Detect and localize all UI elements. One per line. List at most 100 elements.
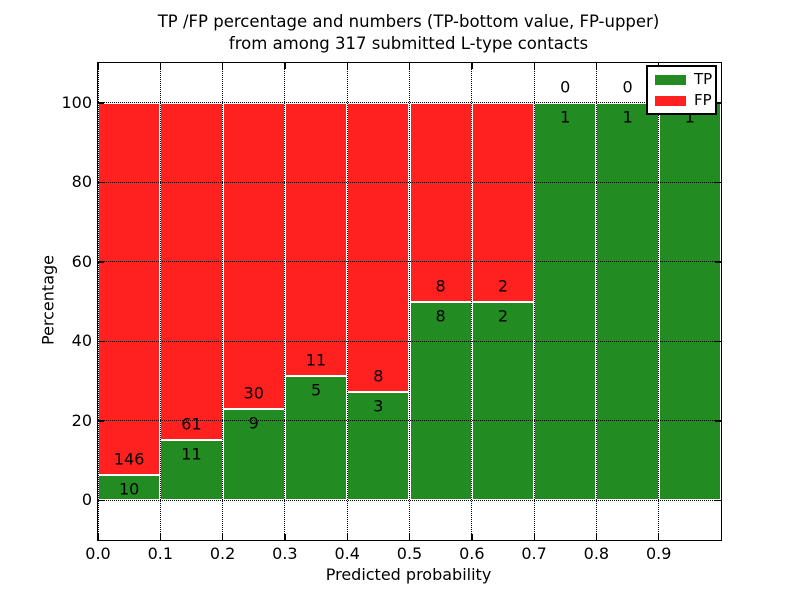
bar-segment-fp — [347, 102, 410, 392]
grid-line-x — [346, 63, 348, 540]
x-tick-label: 0.3 — [272, 544, 298, 563]
chart-title: TP /FP percentage and numbers (TP-bottom… — [97, 11, 720, 55]
tp-count-label: 5 — [310, 380, 322, 400]
chart-title-line2: from among 317 submitted L-type contacts — [228, 34, 589, 53]
x-tick-label: 0.2 — [209, 544, 236, 563]
bar-segment-tp — [471, 301, 535, 501]
y-tick-mark — [98, 261, 104, 263]
tp-count-label: 1 — [684, 107, 695, 127]
x-tick-mark — [284, 534, 286, 540]
y-tick-label: 0 — [81, 490, 92, 510]
x-tick-mark — [471, 534, 473, 540]
x-tick-mark — [97, 534, 99, 540]
bar-segment-tp — [658, 102, 721, 501]
y-tick-label: 60 — [71, 251, 92, 271]
tp-count-label: 3 — [373, 396, 384, 416]
fp-count-label: 0 — [560, 77, 571, 97]
legend: TP FP — [646, 65, 717, 115]
y-tick-label: 40 — [71, 331, 92, 351]
tp-count-label: 2 — [497, 306, 509, 325]
x-tick-mark — [159, 534, 162, 540]
y-tick-mark — [715, 102, 721, 104]
y-tick-mark — [715, 261, 721, 263]
bar-segment-fp — [160, 102, 223, 440]
grid-line-y — [98, 181, 721, 183]
x-tick-label: 0.1 — [147, 544, 174, 563]
y-tick-mark — [715, 340, 721, 343]
x-tick-mark — [595, 63, 598, 69]
bar-segment-tp — [596, 102, 659, 501]
y-tick-mark — [715, 420, 721, 422]
x-tick-mark — [159, 63, 162, 69]
tp-count-label: 8 — [435, 306, 446, 325]
grid-line-x — [658, 63, 660, 540]
x-tick-label: 0.8 — [583, 544, 610, 563]
bar-segment-fp — [222, 102, 285, 409]
bar-segment-fp — [284, 102, 348, 377]
y-tick-label: 80 — [71, 172, 92, 192]
x-tick-mark — [346, 63, 348, 69]
x-tick-label: 0.5 — [396, 544, 423, 563]
grid-line-y — [98, 420, 721, 422]
bar-segment-tp — [534, 102, 597, 501]
x-tick-label: 0.0 — [85, 544, 111, 563]
y-tick-label: 20 — [71, 410, 92, 430]
grid-line-y — [98, 499, 721, 501]
x-tick-mark — [409, 63, 411, 69]
fp-count-label: 2 — [497, 276, 509, 295]
fp-count-label: 8 — [373, 366, 384, 386]
legend-entry-fp: FP — [655, 93, 712, 108]
legend-swatch-fp — [655, 95, 686, 106]
fp-count-label: 30 — [243, 383, 264, 403]
x-tick-mark — [222, 63, 224, 69]
legend-label: FP — [694, 91, 712, 109]
fp-count-label: 11 — [305, 350, 327, 370]
bar-segment-tp — [222, 408, 285, 501]
grid-line-x — [97, 63, 99, 540]
legend-entry-tp: TP — [655, 72, 712, 87]
grid-line-x — [222, 63, 224, 540]
bar-segment-tp — [409, 301, 472, 501]
y-tick-mark — [98, 340, 104, 343]
y-tick-label: 100 — [61, 92, 92, 112]
grid-line-x — [284, 63, 286, 540]
tp-count-label: 11 — [181, 444, 202, 464]
fp-count-label: 61 — [181, 414, 202, 434]
y-tick-mark — [98, 181, 104, 184]
x-tick-mark — [222, 534, 224, 540]
y-tick-mark — [715, 499, 721, 502]
fp-count-label: 146 — [113, 449, 145, 469]
fp-count-label: 0 — [622, 77, 633, 97]
bar-segment-tp — [284, 376, 348, 501]
grid-line-x — [409, 63, 410, 540]
grid-line-x — [159, 63, 161, 540]
grid-line-x — [595, 63, 597, 540]
bar-segment-tp — [347, 391, 410, 501]
x-tick-mark — [658, 534, 660, 540]
x-tick-mark — [595, 534, 598, 540]
tp-count-label: 1 — [622, 107, 633, 127]
x-tick-mark — [533, 534, 535, 540]
x-tick-mark — [346, 534, 348, 540]
x-tick-label: 0.9 — [645, 544, 672, 563]
x-tick-mark — [409, 534, 411, 540]
fp-count-label: 8 — [435, 276, 446, 295]
x-tick-mark — [533, 63, 535, 69]
x-tick-mark — [471, 63, 473, 69]
x-tick-mark — [97, 63, 99, 69]
x-tick-label: 0.7 — [521, 544, 547, 563]
tp-count-label: 9 — [248, 413, 259, 433]
y-tick-mark — [98, 499, 104, 502]
y-tick-mark — [98, 420, 104, 422]
grid-line-x — [471, 63, 473, 540]
bar-segment-fp — [471, 102, 535, 302]
tp-count-label: 1 — [560, 107, 571, 127]
x-tick-label: 0.6 — [459, 544, 485, 563]
tp-count-label: 10 — [118, 479, 140, 499]
grid-line-x — [533, 63, 535, 540]
grid-line-y — [98, 102, 721, 104]
y-tick-mark — [98, 102, 104, 104]
x-tick-mark — [284, 63, 286, 69]
legend-label: TP — [694, 70, 713, 88]
